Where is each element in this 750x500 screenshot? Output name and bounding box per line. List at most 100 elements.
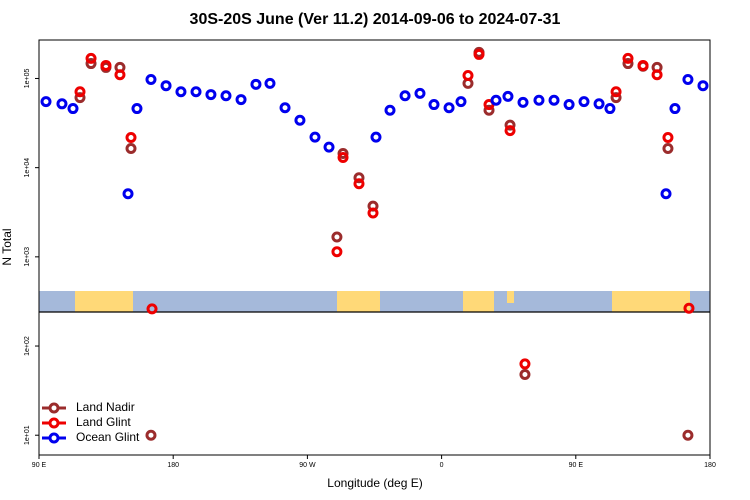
point [145, 429, 157, 441]
land-band [75, 291, 133, 312]
point [604, 103, 616, 115]
legend-label: Land Glint [76, 415, 131, 429]
point [669, 103, 681, 115]
point [473, 48, 485, 60]
y-tick-label: 1e+04 [24, 158, 31, 178]
point [683, 302, 695, 314]
point [205, 89, 217, 101]
point [331, 231, 343, 243]
point [504, 125, 516, 137]
y-axis-label: N Total [0, 228, 14, 265]
point [662, 142, 674, 154]
point [502, 90, 514, 102]
x-tick-label: 90 W [299, 462, 316, 469]
x-tick-label: 90 E [32, 462, 47, 469]
point [610, 86, 622, 98]
point [146, 303, 158, 315]
point [533, 94, 545, 106]
point [323, 141, 335, 153]
point [145, 73, 157, 85]
point [462, 69, 474, 81]
point [519, 368, 531, 380]
point [610, 92, 622, 104]
legend-marker [48, 417, 60, 429]
point [578, 96, 590, 108]
y-tick-label: 1e+03 [24, 247, 31, 267]
point [294, 114, 306, 126]
point [367, 207, 379, 219]
point [697, 80, 709, 92]
legend-marker [48, 402, 60, 414]
surface-strip [39, 291, 710, 313]
point [190, 86, 202, 98]
x-tick-label: 0 [440, 462, 444, 469]
point [490, 94, 502, 106]
point [74, 86, 86, 98]
x-tick-label: 180 [167, 462, 179, 469]
y-tick-label: 1e+02 [24, 336, 31, 356]
point [682, 429, 694, 441]
point [220, 90, 232, 102]
land-band [612, 291, 690, 312]
point [622, 58, 634, 70]
point [593, 98, 605, 110]
point [40, 96, 52, 108]
x-axis-label: Longitude (deg E) [327, 476, 422, 490]
point [384, 104, 396, 116]
point [399, 90, 411, 102]
point [443, 102, 455, 114]
point [353, 172, 365, 184]
land-band [337, 291, 380, 312]
point [131, 103, 143, 115]
point [250, 78, 262, 90]
point [660, 188, 672, 200]
point [682, 73, 694, 85]
x-tick-label: 180 [704, 462, 716, 469]
legend-label: Ocean Glint [76, 430, 140, 444]
land-band [507, 291, 514, 303]
point [337, 148, 349, 160]
point [122, 188, 134, 200]
point [125, 131, 137, 143]
y-tick-label: 1e+05 [24, 69, 31, 89]
point [428, 99, 440, 111]
point [519, 358, 531, 370]
point [264, 77, 276, 89]
point [414, 87, 426, 99]
point [622, 52, 634, 64]
point [651, 69, 663, 81]
point [100, 59, 112, 71]
point [160, 80, 172, 92]
legend-marker [48, 432, 60, 444]
point [455, 96, 467, 108]
y-tick-label: 1e+01 [24, 425, 31, 445]
plot-frame [38, 39, 711, 456]
point [370, 131, 382, 143]
point [85, 58, 97, 70]
point [637, 59, 649, 71]
point [662, 131, 674, 143]
chart-title: 30S-20S June (Ver 11.2) 2014-09-06 to 20… [190, 11, 561, 28]
legend-label: Land Nadir [76, 400, 135, 414]
point [56, 98, 68, 110]
point [235, 94, 247, 106]
point [175, 86, 187, 98]
point [85, 52, 97, 64]
point [309, 131, 321, 143]
point [483, 104, 495, 116]
point [114, 69, 126, 81]
point [337, 151, 349, 163]
point [353, 178, 365, 190]
point [548, 94, 560, 106]
x-tick-label: 90 E [569, 462, 584, 469]
point [504, 119, 516, 131]
point [74, 92, 86, 104]
land-band [463, 291, 494, 312]
point [125, 142, 137, 154]
point [279, 102, 291, 114]
point [517, 96, 529, 108]
point [563, 99, 575, 111]
point [331, 246, 343, 258]
point [67, 103, 79, 115]
